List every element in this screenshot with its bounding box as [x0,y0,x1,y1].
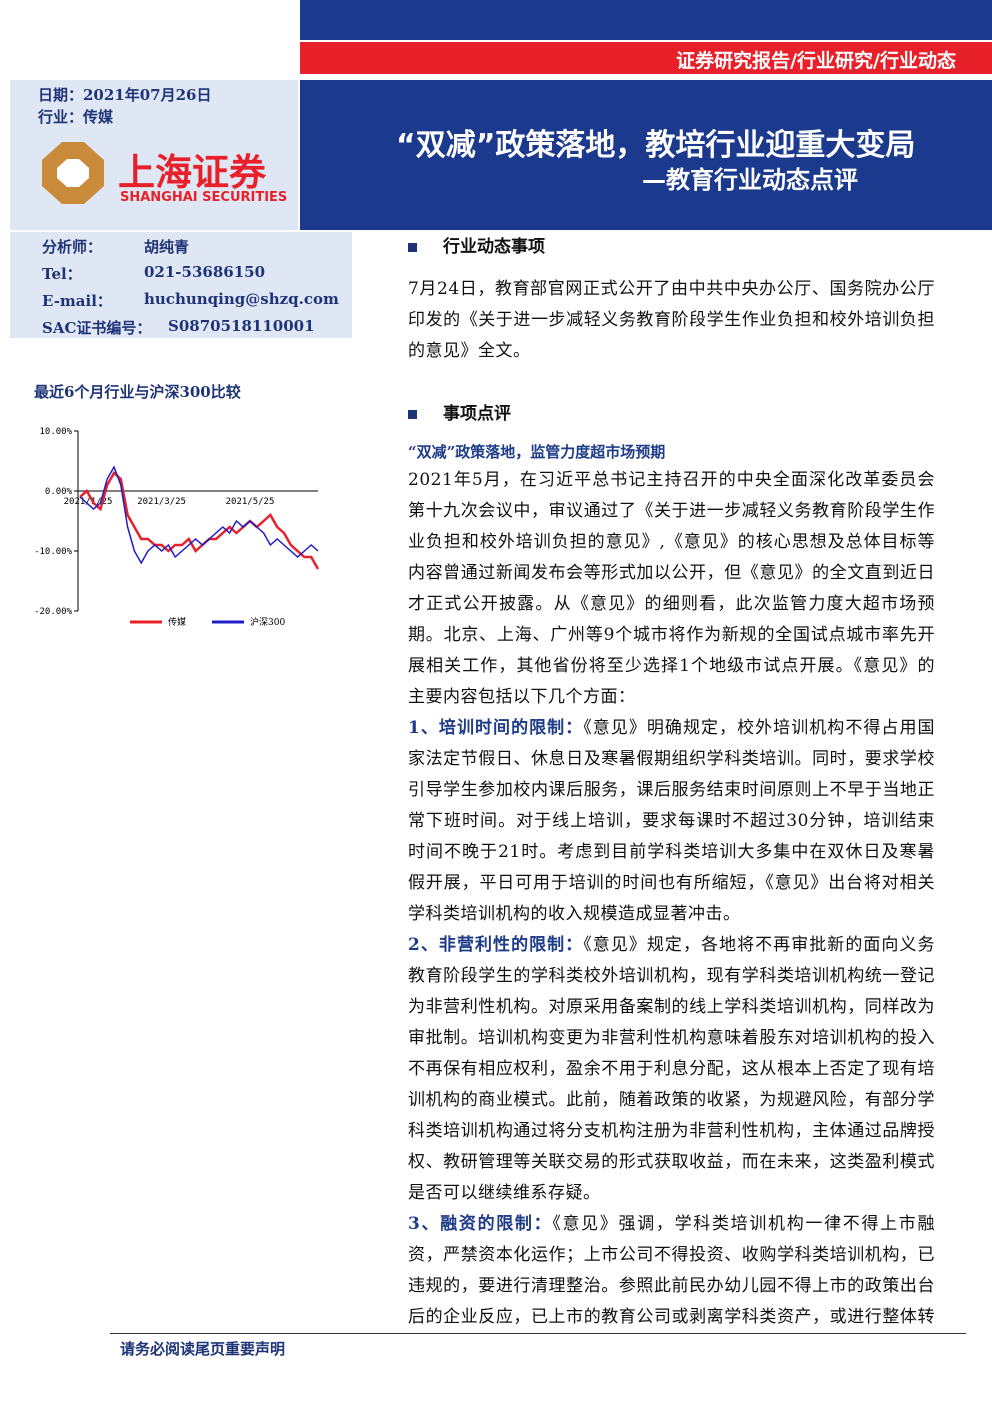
legend-label: 沪深300 [250,616,285,628]
y-tick-label: -10.00% [34,547,73,557]
y-tick-label: -20.00% [34,607,73,617]
x-tick-label: 2021/1/25 [64,497,113,507]
analyst-box [10,232,352,338]
analyst-label: Tel： [42,265,82,283]
analyst-label: E-mail： [42,292,112,310]
analyst-value: S0870518110001 [168,317,315,335]
paragraph: 2、非营利性的限制：《意见》规定，各地将不再审批新的面向义务教育阶段学生的学科类… [408,930,935,1209]
analyst-value: 021-53686150 [144,263,266,281]
point-lead: 2、非营利性的限制： [408,935,584,955]
section-heading: 行业动态事项 [408,232,935,262]
analyst-value: 胡纯青 [144,238,190,256]
body-block: 2021年5月，在习近平总书记主持召开的中央全面深化改革委员会第十九次会议中，审… [408,465,935,1337]
title: “双减”政策落地，教培行业迎重大变局 [396,128,916,163]
point-lead: 3、融资的限制： [408,1214,553,1234]
section-heading: 事项点评 [408,399,935,429]
point-text: 《意见》明确规定，校外培训机构不得占用国家法定节假日、休息日及寒暑假期组织学科类… [408,718,935,924]
industry: 行业：传媒 [38,108,114,126]
content: 行业动态事项 7月24日，教育部官网正式公开了由中共中央办公厅、国务院办公厅印发… [408,232,935,1337]
subheading: “双减”政策落地，监管力度超市场预期 [408,443,666,461]
heading-text: 事项点评 [443,404,511,424]
paragraph: 1、培训时间的限制：《意见》明确规定，校外培训机构不得占用国家法定节假日、休息日… [408,713,935,930]
subtitle: —教育行业动态点评 [642,166,858,194]
paragraph: 3、融资的限制：《意见》强调，学科类培训机构一律不得上市融资，严禁资本化运作；上… [408,1209,935,1337]
legend-label: 传媒 [168,616,186,628]
top-band [300,0,992,40]
points: 1、培训时间的限制：《意见》明确规定，校外培训机构不得占用国家法定节假日、休息日… [408,713,935,1337]
company-en: SHANGHAI SECURITIES [120,190,288,205]
date: 日期：2021年07月26日 [38,86,212,104]
y-tick-label: 0.00% [45,487,73,497]
logo-hole [57,159,89,187]
series-line [79,465,319,565]
footer-rule [110,1333,966,1334]
chart-title: 最近6个月行业与沪深300比较 [34,383,241,401]
point-text: 《意见》规定，各地将不再审批新的面向义务教育阶段学生的学科类校外培训机构，现有学… [408,935,935,1203]
company-cn: 上海证券 [118,151,266,194]
red-band [300,42,992,74]
footer: 请务必阅读尾页重要声明 [120,1340,286,1358]
y-tick-label: 10.00% [39,427,72,437]
analyst-value: huchunqing@shzq.com [144,290,339,308]
heading-text: 行业动态事项 [443,237,545,257]
paragraph: 2021年5月，在习近平总书记主持召开的中央全面深化改革委员会第十九次会议中，审… [408,470,935,707]
paragraph: 7月24日，教育部官网正式公开了由中共中央办公厅、国务院办公厅印发的《关于进一步… [408,279,935,361]
logo-icon [42,142,104,204]
analyst-label: SAC证书编号： [42,319,152,337]
point-text: 《意见》强调，学科类培训机构一律不得上市融资，严禁资本化运作；上市公司不得投资、… [408,1214,935,1327]
x-tick-label: 2021/3/25 [137,497,186,507]
analyst-label: 分析师： [42,238,103,256]
title-band [300,80,992,230]
point-lead: 1、培训时间的限制： [408,718,584,738]
x-tick-label: 2021/5/25 [226,497,275,507]
chart: 最近6个月行业与沪深300比较 10.00% 0.00% -10.00% -20.00… [34,383,320,628]
series-line [79,471,320,570]
report-type: 证券研究报告/行业研究/行业动态 [676,50,956,72]
